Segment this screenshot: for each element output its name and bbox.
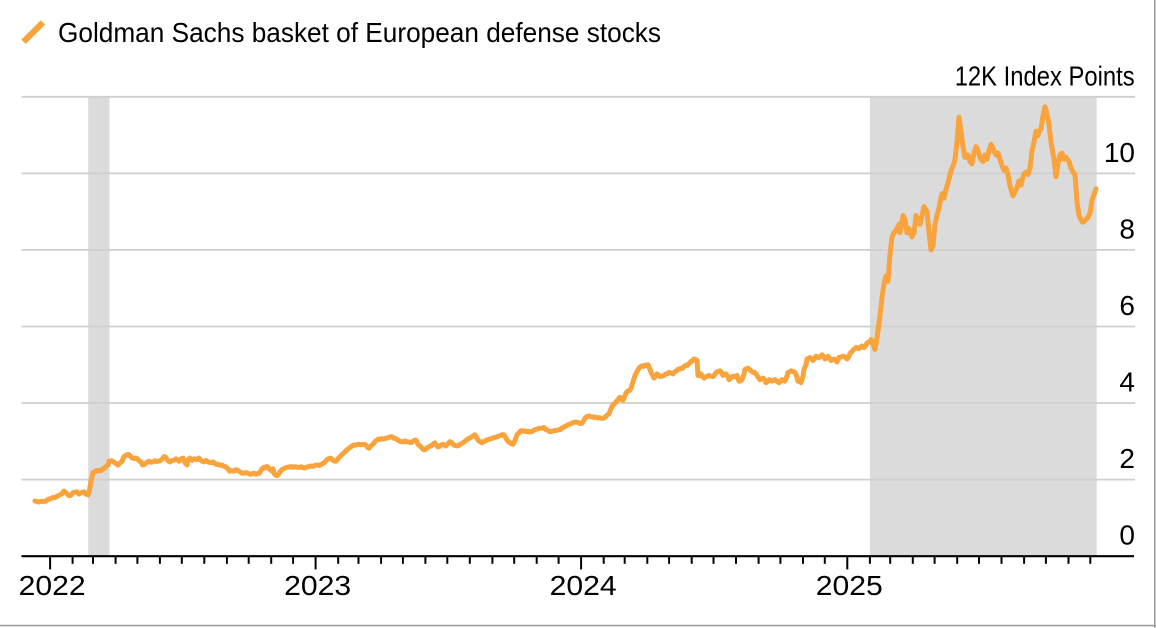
svg-text:2023: 2023 bbox=[284, 570, 351, 601]
svg-text:8: 8 bbox=[1119, 214, 1135, 245]
svg-text:6: 6 bbox=[1119, 290, 1135, 321]
svg-text:4: 4 bbox=[1119, 367, 1135, 398]
svg-text:10: 10 bbox=[1104, 137, 1135, 168]
svg-text:2: 2 bbox=[1119, 443, 1135, 474]
svg-text:2022: 2022 bbox=[19, 570, 86, 601]
svg-text:2024: 2024 bbox=[550, 570, 617, 601]
svg-text:2025: 2025 bbox=[816, 570, 883, 601]
svg-text:12K Index Points: 12K Index Points bbox=[955, 60, 1135, 91]
svg-text:0: 0 bbox=[1119, 520, 1135, 551]
svg-text:Goldman Sachs basket of Europe: Goldman Sachs basket of European defense… bbox=[58, 17, 661, 48]
